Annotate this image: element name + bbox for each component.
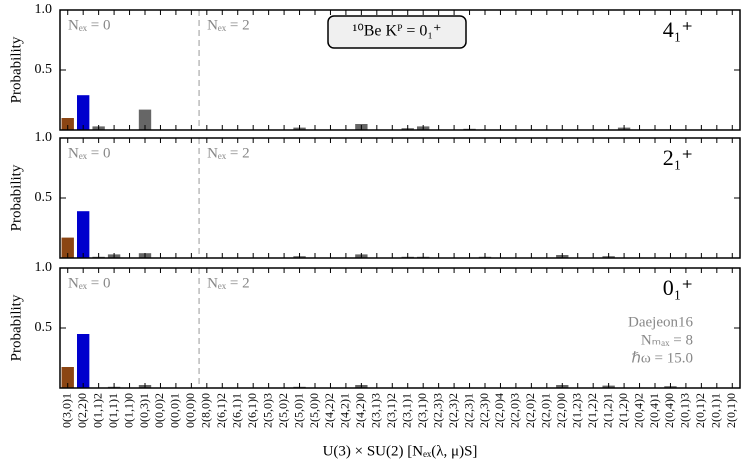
- x-tick-label: 0(0,3)1: [137, 393, 151, 428]
- x-tick-label: 2(5,0)0: [307, 393, 321, 428]
- x-tick-label: 2(0,1)0: [724, 393, 738, 428]
- x-tick-label: 0(1,1)2: [90, 393, 104, 428]
- group-label: Nₑₓ = 2: [207, 145, 250, 161]
- x-tick-label: 2(4,2)2: [322, 393, 336, 428]
- x-tick-label: 2(6,1)0: [245, 393, 259, 428]
- x-tick-label: 2(2,0)1: [539, 393, 553, 428]
- panel-frame: [59, 9, 741, 131]
- y-tick-label: 1.0: [35, 2, 53, 17]
- model-note: ℏω = 15.0: [631, 350, 693, 366]
- bar: [138, 109, 152, 130]
- state-label: 0₁⁺: [663, 275, 693, 300]
- x-tick-label: 2(2,3)0: [477, 393, 491, 428]
- bar: [77, 334, 90, 388]
- y-axis-label: Probability: [8, 164, 24, 231]
- chart-title: ¹⁰Be Kᴾ = 0₁⁺: [353, 23, 442, 40]
- x-tick-label: 2(6,1)2: [214, 393, 228, 428]
- x-tick-label: 2(4,2)1: [338, 393, 352, 428]
- title-box: [327, 15, 467, 49]
- x-tick-label: 2(1,2)0: [616, 393, 630, 428]
- x-tick-label: 2(0,1)3: [678, 393, 692, 428]
- model-note: Nₘₐₓ = 8: [641, 332, 693, 348]
- x-tick-label: 2(0,1)1: [709, 393, 723, 428]
- x-tick-label: 2(2,3)3: [430, 393, 444, 428]
- bar: [61, 118, 74, 130]
- x-tick-label: 2(1,2)3: [569, 393, 583, 428]
- x-tick-label: 2(5,0)1: [291, 393, 305, 428]
- x-tick-label: 0(1,1)0: [121, 393, 135, 428]
- x-tick-label: 0(3,0)1: [59, 393, 73, 428]
- group-label: Nₑₓ = 0: [68, 275, 111, 291]
- x-tick-label: 2(1,2)2: [585, 393, 599, 428]
- y-tick-label: 1.0: [35, 260, 53, 275]
- y-tick-label: 1.0: [35, 130, 53, 145]
- x-tick-label: 2(0,4)0: [662, 393, 676, 428]
- y-axis-label: Probability: [8, 294, 24, 361]
- x-tick-label: 0(0,0)0: [183, 393, 197, 428]
- y-tick-label: 0.5: [35, 320, 53, 335]
- x-tick-label: 2(2,0)2: [523, 393, 537, 428]
- panel-frame: [59, 267, 741, 389]
- x-tick-label: 0(2,2)0: [75, 393, 89, 428]
- x-tick-label: 2(4,2)0: [353, 393, 367, 428]
- group-label: Nₑₓ = 0: [68, 145, 111, 161]
- x-tick-label: 2(2,3)2: [446, 393, 460, 428]
- x-axis-label: U(3) × SU(2) [Nₑₓ(λ, μ)S]: [323, 443, 478, 459]
- x-tick-label: 2(0,1)2: [693, 393, 707, 428]
- x-tick-label: 2(0,4)2: [631, 393, 645, 428]
- x-tick-label: 2(3,1)2: [384, 393, 398, 428]
- bar: [77, 95, 90, 130]
- x-tick-label: 2(5,0)2: [276, 393, 290, 428]
- bar: [77, 211, 90, 258]
- x-tick-label: 0(0,0)1: [168, 393, 182, 428]
- x-tick-label: 0(0,0)2: [152, 393, 166, 428]
- x-tick-label: 2(3,1)3: [369, 393, 383, 428]
- x-tick-label: 2(2,0)0: [554, 393, 568, 428]
- x-tick-label: 2(2,3)1: [461, 393, 475, 428]
- bar: [61, 367, 74, 388]
- bar: [61, 237, 74, 258]
- x-tick-label: 2(1,2)1: [600, 393, 614, 428]
- y-axis-label: Probability: [8, 36, 24, 103]
- x-tick-label: 2(0,4)1: [647, 393, 661, 428]
- group-label: Nₑₓ = 2: [207, 275, 250, 291]
- x-tick-label: 2(6,1)1: [229, 393, 243, 428]
- x-tick-label: 2(2,0)3: [508, 393, 522, 428]
- state-label: 4₁⁺: [663, 17, 693, 42]
- x-tick-label: 0(1,1)1: [106, 393, 120, 428]
- state-label: 2₁⁺: [663, 145, 693, 170]
- y-tick-label: 0.5: [35, 190, 53, 205]
- model-note: Daejeon16: [628, 314, 693, 330]
- group-label: Nₑₓ = 0: [68, 17, 111, 33]
- x-tick-label: 2(3,1)1: [399, 393, 413, 428]
- group-label: Nₑₓ = 2: [207, 17, 250, 33]
- x-tick-label: 2(2,0)4: [492, 393, 506, 428]
- panel-frame: [59, 137, 741, 259]
- x-tick-label: 2(8,0)0: [199, 393, 213, 428]
- x-tick-label: 2(3,1)0: [415, 393, 429, 428]
- y-tick-label: 0.5: [35, 62, 53, 77]
- x-tick-label: 2(5,0)3: [260, 393, 274, 428]
